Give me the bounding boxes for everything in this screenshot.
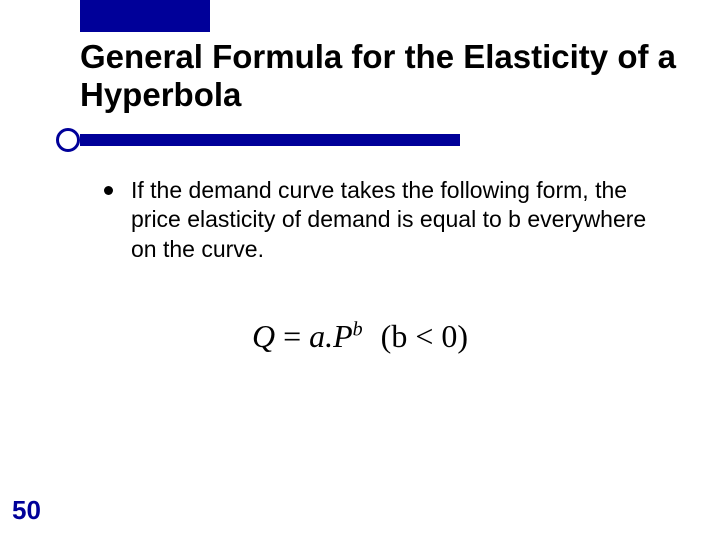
underline-cap-circle (56, 128, 80, 152)
formula-equals: = (275, 318, 309, 354)
formula-exponent: b (353, 318, 363, 340)
title-underline (0, 128, 720, 150)
bullet-text: If the demand curve takes the following … (131, 176, 670, 264)
slide-title: General Formula for the Elasticity of a … (80, 38, 680, 114)
formula-condition: (b < 0) (381, 318, 468, 354)
accent-block-top (80, 0, 210, 32)
bullet-item: If the demand curve takes the following … (104, 176, 670, 264)
formula-lhs: Q (252, 318, 275, 354)
formula-equation: Q = a.Pb (b < 0) (0, 318, 720, 355)
underline-bar (80, 134, 460, 146)
formula-rhs-coeff: a.P (309, 318, 353, 354)
bullet-dot-icon (104, 186, 113, 195)
page-number: 50 (12, 495, 41, 526)
